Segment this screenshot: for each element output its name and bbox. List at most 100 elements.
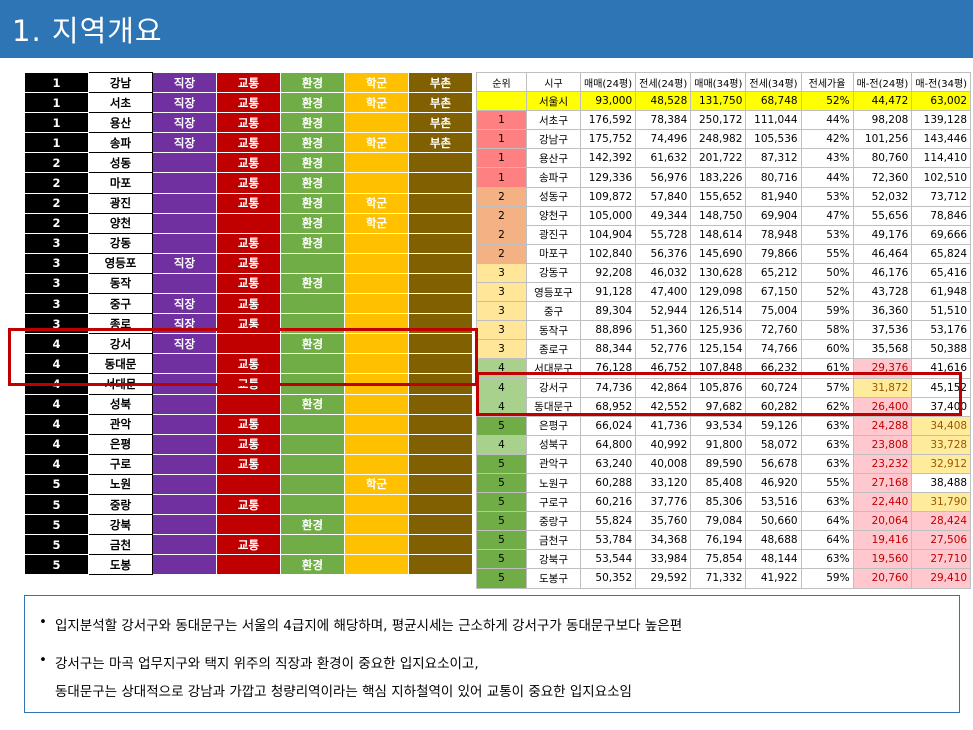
grade-cell-g: 1 (24, 71, 89, 94)
grade-cell-jj (152, 453, 217, 475)
grade-cell-gt: 교통 (216, 293, 281, 315)
grade-cell-hg: 환경 (280, 272, 345, 295)
grade-row: 3 종로 직장 교통 (24, 313, 473, 335)
price-cell: 52,032 (852, 186, 913, 207)
price-cell: 80,760 (852, 148, 913, 169)
grade-cell-hg (280, 534, 345, 556)
price-cell: 41,922 (745, 568, 802, 589)
grade-row: 3 동작 교통 환경 (24, 272, 473, 295)
grade-cell-gt: 교통 (216, 272, 281, 295)
grade-cell-bc (408, 232, 473, 254)
grade-row: 1 송파 직장 교통 환경 학군 부촌 (24, 132, 473, 154)
grade-row: 3 강동 교통 환경 (24, 232, 473, 254)
price-cell: 60,216 (579, 492, 637, 513)
grade-cell-gt: 교통 (216, 192, 281, 214)
price-cell: 68,748 (745, 91, 802, 112)
grade-cell-gt: 교통 (216, 152, 281, 174)
grade-cell-hk (344, 514, 409, 536)
grade-cell-gt: 교통 (216, 413, 281, 435)
price-cell: 97,682 (690, 396, 747, 417)
price-cell: 51,360 (635, 320, 692, 341)
price-cell: 48,528 (635, 91, 692, 112)
price-cell: 44% (800, 167, 854, 188)
price-cell: 69,904 (745, 205, 802, 226)
price-row: 2 양천구 105,000 49,344 148,750 69,904 47% 55,656 7… (476, 205, 972, 226)
price-cell: 강북구 (526, 549, 581, 570)
price-cell: 4 (476, 377, 527, 398)
grade-row: 4 서대문 교통 (24, 373, 473, 395)
price-cell: 53,784 (579, 530, 637, 551)
grade-cell-g: 2 (24, 192, 89, 214)
price-cell: 89,304 (579, 301, 637, 322)
grade-cell-bc (408, 172, 473, 194)
price-header-cell: 전세(24평) (635, 71, 692, 93)
grade-cell-bc (408, 373, 473, 395)
price-row: 2 광진구 104,904 55,728 148,614 78,948 53% 49,176 6… (476, 224, 972, 245)
notes-box: • 입지분석할 강서구와 동대문구는 서울의 4급지에 해당하며, 평균시세는 … (24, 595, 960, 713)
price-cell: 61,632 (635, 148, 692, 169)
price-cell: 93,534 (690, 415, 747, 436)
price-cell: 19,560 (852, 549, 913, 570)
price-cell: 1 (476, 110, 527, 131)
grade-row: 4 성북 환경 (24, 393, 473, 415)
price-cell: 56,976 (635, 167, 692, 188)
price-cell: 34,408 (911, 415, 972, 436)
price-cell: 75,004 (745, 301, 802, 322)
price-cell: 55,656 (852, 205, 913, 226)
price-header-cell: 매-전(24평) (852, 71, 913, 93)
grade-row: 5 강북 환경 (24, 514, 473, 536)
price-cell: 142,392 (579, 148, 637, 169)
grade-cell-gt: 교통 (216, 313, 281, 335)
price-row: 3 영등포구 91,128 47,400 129,098 67,150 52% 43,728 6… (476, 282, 972, 303)
price-cell: 58% (800, 320, 854, 341)
price-cell: 55,824 (579, 511, 637, 532)
price-cell: 53,516 (745, 492, 802, 513)
grade-cell-hk (344, 293, 409, 315)
price-cell: 48,688 (745, 530, 802, 551)
price-cell: 126,514 (690, 301, 747, 322)
grade-cell-hg (280, 433, 345, 455)
price-row: 5 강북구 53,544 33,984 75,854 48,144 63% 19,560 27,… (476, 549, 972, 570)
grade-cell-hk (344, 393, 409, 415)
price-cell: 72,360 (852, 167, 913, 188)
grade-cell-jj (152, 192, 217, 214)
grade-row: 3 영등포 직장 교통 (24, 252, 473, 274)
grade-cell-g: 4 (24, 433, 89, 455)
price-cell: 50,352 (579, 568, 637, 589)
grade-cell-hg: 환경 (280, 152, 345, 174)
grade-row: 5 도봉 환경 (24, 554, 473, 576)
grade-cell-hk (344, 112, 409, 134)
price-cell: 50% (800, 262, 854, 284)
price-cell: 50,660 (745, 511, 802, 532)
grade-cell-bc: 부촌 (408, 92, 473, 114)
grade-cell-n: 종로 (88, 313, 153, 335)
grade-cell-g: 4 (24, 453, 89, 475)
grade-cell-gt: 교통 (216, 232, 281, 254)
price-cell: 175,752 (579, 129, 637, 150)
price-cell: 75,854 (690, 549, 747, 570)
price-cell: 85,408 (690, 472, 747, 494)
grade-cell-jj (152, 212, 217, 234)
grade-cell-n: 강북 (88, 514, 153, 536)
price-cell: 60,288 (579, 472, 637, 494)
grade-cell-hk: 학군 (344, 192, 409, 214)
grade-cell-jj: 직장 (152, 71, 217, 94)
price-cell: 60% (800, 339, 854, 360)
price-cell: 마포구 (526, 243, 581, 264)
grade-cell-jj (152, 534, 217, 556)
price-cell: 46,752 (635, 358, 692, 379)
price-cell: 3 (476, 339, 527, 360)
price-cell: 102,840 (579, 243, 637, 264)
price-cell: 2 (476, 224, 527, 245)
price-cell: 52% (800, 282, 854, 303)
grade-cell-bc (408, 272, 473, 295)
price-cell: 248,982 (690, 129, 747, 150)
grade-cell-g: 5 (24, 493, 89, 516)
grade-cell-jj: 직장 (152, 333, 217, 355)
price-cell: 37,776 (635, 492, 692, 513)
grade-cell-hk (344, 333, 409, 355)
price-cell (476, 91, 527, 112)
price-cell: 139,128 (911, 110, 972, 131)
price-cell: 32,912 (911, 453, 972, 474)
price-cell: 66,024 (579, 415, 637, 436)
